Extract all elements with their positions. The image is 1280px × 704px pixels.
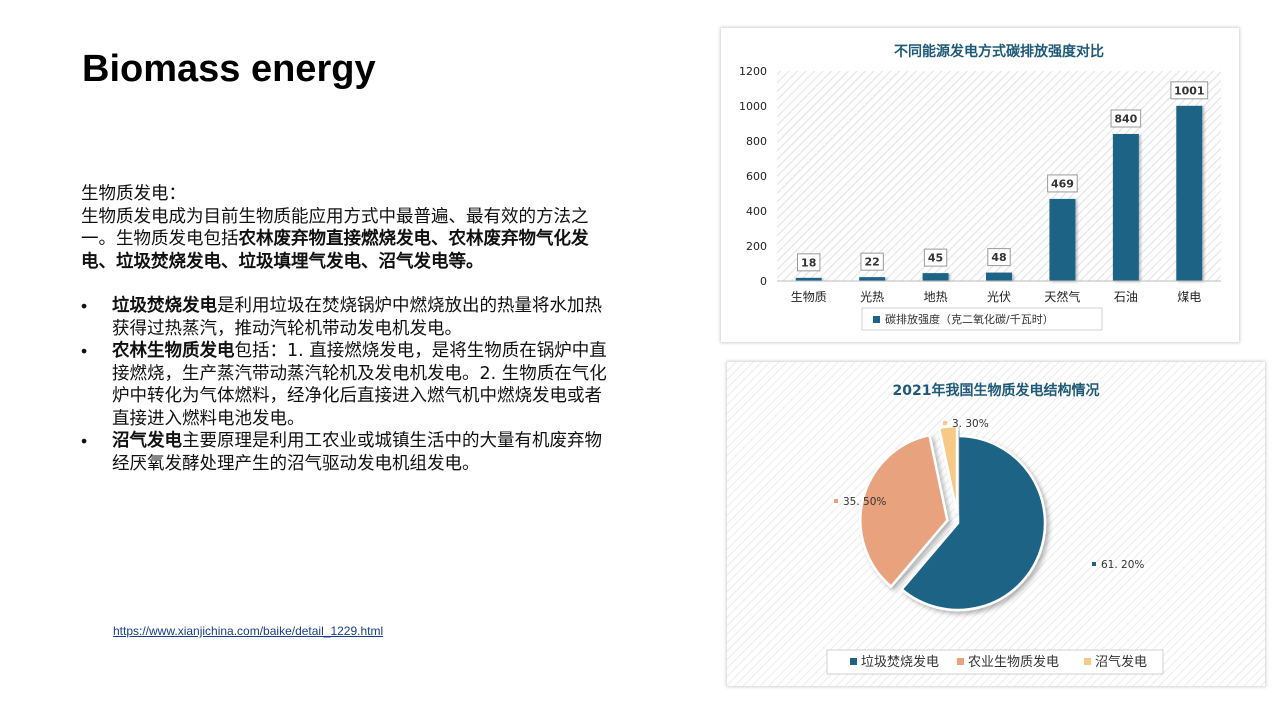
- bullet-marker: •: [81, 296, 88, 316]
- pie-label-marker: [1092, 562, 1096, 566]
- bar: [1176, 105, 1203, 281]
- bar: [859, 277, 886, 281]
- bullet-list: • 垃圾焚烧发电是利用垃圾在焚烧锅炉中燃烧放出的热量将水加热获得过热蒸汽，推动汽轮…: [81, 295, 611, 475]
- pie-label-marker: [943, 421, 947, 425]
- pie-chart-legend: 垃圾焚烧发电 农业生物质发电 沼气发电: [826, 649, 1164, 675]
- x-tick-label: 生物质: [791, 290, 827, 304]
- data-label: 22: [864, 256, 879, 269]
- pie-label-marker: [834, 499, 838, 503]
- pie-data-label: 3. 30%: [952, 418, 989, 430]
- legend-label: 垃圾焚烧发电: [861, 654, 939, 670]
- bullet-bold-text: 垃圾焚烧发电: [112, 296, 217, 316]
- plot-area-background: [777, 71, 1221, 281]
- x-tick-label: 煤电: [1177, 290, 1201, 304]
- bullet-bold-text: 农林生物质发电: [112, 341, 235, 361]
- body-text: 生物质发电： 生物质发电成为目前生物质能应用方式中最普遍、最有效的方法之一。生物…: [81, 183, 611, 475]
- data-label-box: [797, 253, 821, 272]
- x-tick-label: 天然气: [1044, 289, 1080, 304]
- legend-swatch: [957, 658, 964, 665]
- bar: [795, 277, 822, 281]
- bar: [986, 272, 1012, 281]
- data-label-box: [1110, 109, 1142, 128]
- bullet-marker: •: [81, 341, 88, 361]
- data-label-box: [860, 252, 884, 271]
- legend-series-label: 碳排放强度（克二氧化碳/千瓦时）: [885, 312, 1054, 326]
- pie-slice: [899, 434, 1047, 612]
- data-label-box: [987, 248, 1011, 267]
- bullet-item: • 农林生物质发电包括：1. 直接燃烧发电，是将生物质在锅炉中直接燃烧，生产蒸汽带…: [81, 340, 611, 430]
- bar: [1112, 134, 1139, 281]
- bullet-marker: •: [81, 431, 88, 451]
- y-tick-label: 200: [746, 240, 767, 253]
- legend-swatch: [873, 316, 880, 323]
- y-tick-label: 0: [760, 275, 767, 288]
- data-label-box: [923, 248, 948, 267]
- y-tick-label: 800: [746, 135, 767, 148]
- carbon-intensity-bar-chart: 不同能源发电方式碳排放强度对比 0 200 400 600 800 1000 1200 18…: [739, 43, 1221, 331]
- bar-chart-frame: 不同能源发电方式碳排放强度对比 0 200 400 600 800 1000 1200 18…: [721, 28, 1239, 342]
- data-label: 840: [1114, 113, 1137, 126]
- source-link[interactable]: https://www.xianjichina.com/baike/detail…: [113, 624, 384, 638]
- pie-slice: [859, 433, 949, 589]
- y-tick-label: 1000: [739, 100, 767, 113]
- y-tick-label: 1200: [739, 65, 767, 78]
- data-label: 1001: [1174, 84, 1205, 97]
- data-label-box: [1170, 81, 1209, 100]
- pie-chart-frame: 2021年我国生物质发电结构情况 61. 20% 35. 50% 3. 30% 垃圾…: [727, 362, 1265, 686]
- pie-slice: [937, 424, 959, 514]
- x-tick-label: 光伏: [987, 290, 1011, 304]
- legend-box: [861, 307, 1103, 331]
- y-tick-label: 400: [746, 205, 767, 218]
- intro-text: 生物质发电成为目前生物质能应用方式中最普遍、最有效的方法之一。生物质发电包括: [81, 206, 589, 250]
- data-label: 469: [1051, 177, 1074, 190]
- legend-label: 农业生物质发电: [968, 654, 1059, 670]
- pie-chart-title: 2021年我国生物质发电结构情况: [893, 382, 1100, 399]
- data-label: 48: [991, 251, 1006, 264]
- legend-swatch: [1084, 658, 1091, 665]
- bar-chart-title: 不同能源发电方式碳排放强度对比: [894, 43, 1104, 60]
- bar: [922, 273, 949, 281]
- legend-label: 沼气发电: [1095, 654, 1147, 670]
- data-label: 18: [801, 256, 816, 269]
- bullet-text: 包括：1. 直接燃烧发电，是将生物质在锅炉中直接燃烧，生产蒸汽带动蒸汽轮机及发电…: [112, 341, 607, 429]
- x-tick-label: 地热: [924, 290, 948, 304]
- intro-heading: 生物质发电：: [81, 184, 186, 204]
- x-tick-label: 光热: [860, 290, 884, 304]
- pie-data-label: 61. 20%: [1101, 559, 1144, 571]
- y-tick-label: 600: [746, 170, 767, 183]
- x-tick-label: 石油: [1114, 290, 1138, 304]
- legend-box: [826, 649, 1164, 675]
- bar-chart-legend: 碳排放强度（克二氧化碳/千瓦时）: [861, 307, 1103, 331]
- pie-data-label: 35. 50%: [843, 496, 886, 508]
- data-label: 45: [928, 252, 943, 265]
- bullet-text: 是利用垃圾在焚烧锅炉中燃烧放出的热量将水加热获得过热蒸汽，推动汽轮机带动发电机发…: [112, 296, 602, 339]
- bullet-bold-text: 沼气发电: [112, 431, 182, 451]
- bullet-item: • 沼气发电主要原理是利用工农业或城镇生活中的大量有机废弃物经厌氧发酵处理产生的沼…: [81, 430, 611, 475]
- bullet-text: 主要原理是利用工农业或城镇生活中的大量有机废弃物经厌氧发酵处理产生的沼气驱动发电…: [112, 431, 602, 474]
- bullet-item: • 垃圾焚烧发电是利用垃圾在焚烧锅炉中燃烧放出的热量将水加热获得过热蒸汽，推动汽轮…: [81, 295, 611, 340]
- data-label-box: [1047, 174, 1078, 193]
- intro-bold-text: 农林废弃物直接燃烧发电、农林废弃物气化发电、垃圾焚烧发电、垃圾填埋气发电、沼气发…: [81, 229, 589, 272]
- biomass-structure-pie-chart: 2021年我国生物质发电结构情况 61. 20% 35. 50% 3. 30% 垃圾…: [727, 362, 1265, 686]
- bar: [1049, 198, 1076, 281]
- legend-swatch: [850, 658, 857, 665]
- slide-title: Biomass energy: [82, 48, 376, 90]
- intro-paragraph: 生物质发电成为目前生物质能应用方式中最普遍、最有效的方法之一。生物质发电包括农林…: [81, 206, 611, 274]
